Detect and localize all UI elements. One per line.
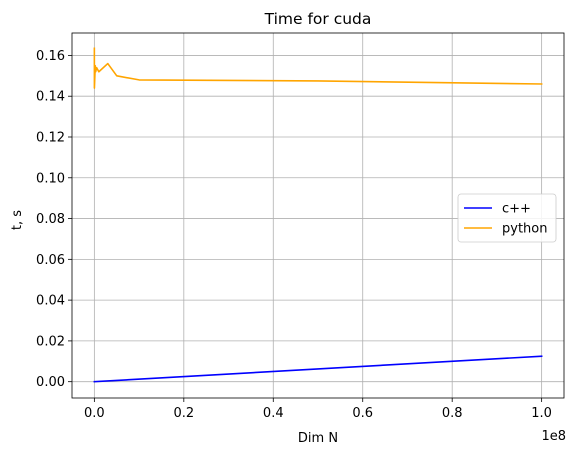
y-tick-label: 0.16 xyxy=(36,49,65,64)
y-axis-label: t, s xyxy=(10,210,25,230)
x-tick-label: 0.6 xyxy=(352,406,373,421)
chart-title: Time for cuda xyxy=(264,10,372,28)
x-tick-label: 0.0 xyxy=(84,406,105,421)
x-tick-label: 1.0 xyxy=(531,406,552,421)
y-tick-label: 0.08 xyxy=(36,212,65,227)
legend-label-c-: c++ xyxy=(502,202,531,217)
x-tick-label: 0.2 xyxy=(173,406,194,421)
series-line-python xyxy=(94,48,541,88)
y-tick-label: 0.12 xyxy=(36,130,65,145)
y-tick-label: 0.14 xyxy=(36,90,65,105)
legend: c++ python xyxy=(458,194,556,242)
legend-label-python: python xyxy=(502,222,547,237)
y-tick-label: 0.10 xyxy=(36,171,65,186)
series-line-c- xyxy=(94,356,541,381)
y-tick-label: 0.02 xyxy=(36,334,65,349)
x-axis-label: Dim N xyxy=(298,431,338,446)
x-tick-label: 0.4 xyxy=(263,406,284,421)
y-tick-label: 0.06 xyxy=(36,253,65,268)
y-tick-label: 0.04 xyxy=(36,294,65,309)
y-tick-label: 0.00 xyxy=(36,375,65,390)
x-axis-offset-label: 1e8 xyxy=(541,429,566,444)
x-tick-label: 0.8 xyxy=(442,406,463,421)
